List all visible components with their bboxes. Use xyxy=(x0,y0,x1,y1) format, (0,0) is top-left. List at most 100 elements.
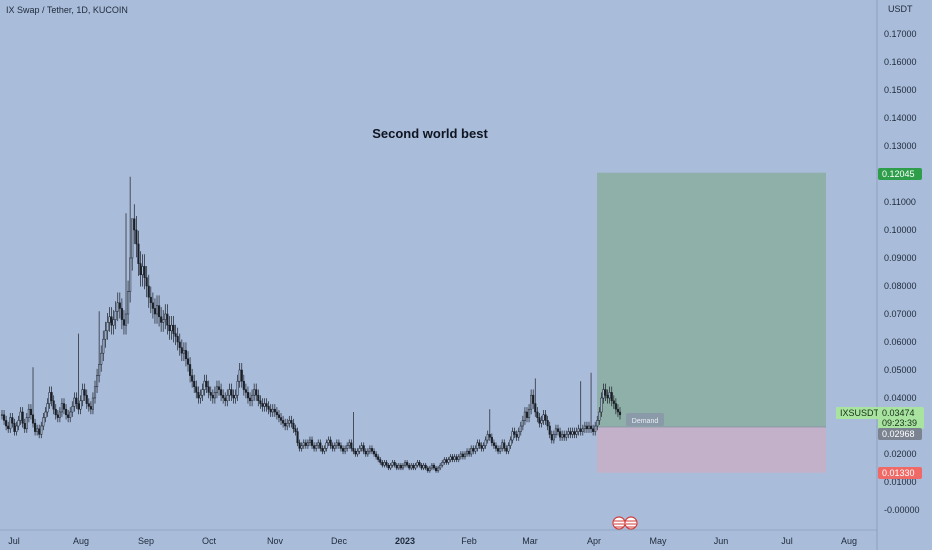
candle-body xyxy=(356,450,359,455)
candle-body xyxy=(335,442,338,446)
time-axis-ticks[interactable]: Jul Aug Sep Oct Nov Dec 2023 Feb Mar Apr May Jun Jul… xyxy=(8,536,857,546)
candle-body xyxy=(455,456,458,460)
candle-body xyxy=(474,448,477,452)
candle-body xyxy=(565,434,568,438)
candle-body xyxy=(515,434,518,438)
chart-annotation-title[interactable]: Second world best xyxy=(372,126,488,141)
candle-body xyxy=(7,425,10,430)
price-tick-label: 0.16000 xyxy=(884,57,917,67)
candle-body xyxy=(406,462,409,466)
candle-body xyxy=(172,324,175,334)
candle-body xyxy=(606,394,609,399)
candle-body xyxy=(501,442,504,449)
candle-body xyxy=(13,422,16,432)
candle-body xyxy=(141,266,144,276)
candle-body xyxy=(449,456,452,460)
candle-body xyxy=(27,408,30,418)
candle-body xyxy=(581,428,584,432)
candle-body xyxy=(544,414,547,421)
candle-body xyxy=(271,408,274,413)
candle-body xyxy=(120,308,123,320)
candle-body xyxy=(248,397,252,402)
candle-body xyxy=(559,431,562,438)
candle-body xyxy=(238,369,241,382)
candle-body xyxy=(534,403,537,413)
candle-body xyxy=(197,392,200,399)
candle-body xyxy=(209,392,212,396)
candle-body xyxy=(21,411,24,424)
candle-body xyxy=(58,411,61,418)
candle-body xyxy=(424,464,427,469)
candle-body xyxy=(552,434,555,441)
stop-price-tag: 0.01330 xyxy=(878,467,922,479)
candle-body xyxy=(230,389,233,396)
last-price-tag: IXSUSDT 0.03474 09:23:39 xyxy=(836,407,924,429)
candle-body xyxy=(377,456,380,460)
candle-body xyxy=(226,394,229,402)
candle-body xyxy=(93,386,97,399)
candle-body xyxy=(207,386,210,393)
time-tick-label: Mar xyxy=(522,536,538,546)
candle-body xyxy=(56,414,59,418)
candle-body xyxy=(360,445,363,449)
candle-body xyxy=(232,394,235,399)
candle-body xyxy=(443,459,446,463)
candle-body xyxy=(131,218,134,259)
candle-body xyxy=(3,414,6,421)
candle-body xyxy=(379,459,382,463)
candle-body xyxy=(19,411,22,421)
us-flag-event-icon-2[interactable] xyxy=(624,516,638,530)
candle-body xyxy=(612,400,615,404)
candle-body xyxy=(160,316,163,323)
candle-body xyxy=(193,380,196,388)
profit-zone[interactable] xyxy=(597,172,826,427)
candle-body xyxy=(240,369,243,382)
candle-body xyxy=(310,439,314,446)
candle-body xyxy=(116,302,119,312)
loss-zone[interactable] xyxy=(597,426,826,473)
candle-body xyxy=(290,420,293,424)
price-tick-label: 0.17000 xyxy=(884,29,917,39)
candle-body xyxy=(151,302,154,309)
candle-body xyxy=(532,394,535,404)
candle-body xyxy=(277,414,281,418)
candle-body xyxy=(414,464,417,469)
candle-body xyxy=(391,462,394,466)
candle-body xyxy=(401,464,405,469)
candle-body xyxy=(486,434,489,441)
economic-event-icons[interactable] xyxy=(612,516,638,530)
candle-body xyxy=(346,445,349,449)
candle-body xyxy=(133,218,136,231)
candle-body xyxy=(52,400,55,410)
price-tick-label: 0.14000 xyxy=(884,113,917,123)
candle-body xyxy=(294,428,297,432)
time-tick-label: Oct xyxy=(202,536,217,546)
candle-body xyxy=(540,420,543,424)
candle-body xyxy=(139,263,142,276)
candle-body xyxy=(112,319,115,326)
candle-body xyxy=(5,420,8,427)
candle-body xyxy=(587,425,591,430)
candle-body xyxy=(91,397,94,410)
candles-series xyxy=(0,176,622,473)
candle-body xyxy=(364,450,367,455)
candle-body xyxy=(354,450,357,455)
candle-body xyxy=(352,448,355,452)
candle-body xyxy=(497,448,500,452)
candle-body xyxy=(528,408,531,418)
symbol-tag-text: IXSUSDT xyxy=(840,408,880,418)
candle-body xyxy=(389,464,392,469)
candle-body xyxy=(608,392,611,399)
candle-body xyxy=(480,445,483,449)
candle-body xyxy=(416,462,419,466)
candle-body xyxy=(36,428,39,432)
candle-body xyxy=(325,442,328,449)
candle-body xyxy=(9,417,12,430)
candle-body xyxy=(441,462,444,466)
candle-body xyxy=(296,431,299,444)
candle-body xyxy=(23,422,26,430)
candle-body xyxy=(596,420,599,427)
candle-body xyxy=(321,448,324,452)
price-tick-label: 0.05000 xyxy=(884,365,917,375)
